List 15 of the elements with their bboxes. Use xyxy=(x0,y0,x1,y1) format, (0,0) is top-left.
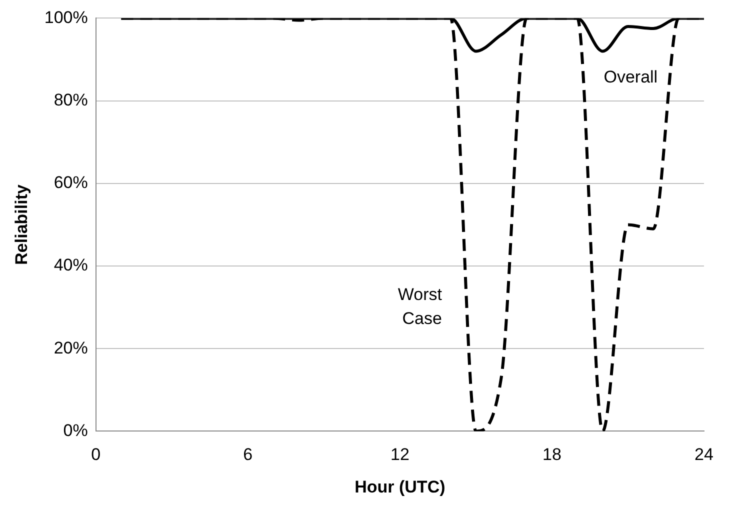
y-tick-label: 40% xyxy=(54,256,88,275)
y-axis-title: Reliability xyxy=(12,184,31,265)
x-tick-label: 0 xyxy=(91,445,101,464)
y-tick-label: 60% xyxy=(54,173,88,192)
y-tick-label: 80% xyxy=(54,90,88,110)
y-tick-label: 100% xyxy=(44,8,88,27)
x-axis-title: Hour (UTC) xyxy=(354,477,446,496)
series-label: Worst Case xyxy=(398,284,442,328)
x-tick-label: 24 xyxy=(694,445,714,464)
x-tick-label: 6 xyxy=(243,445,253,464)
y-tick-label: 20% xyxy=(54,338,88,358)
y-tick-label: 0% xyxy=(63,420,88,440)
series-label: Overall xyxy=(604,67,658,86)
x-tick-label: 18 xyxy=(542,445,562,464)
x-tick-label: 12 xyxy=(390,445,410,464)
